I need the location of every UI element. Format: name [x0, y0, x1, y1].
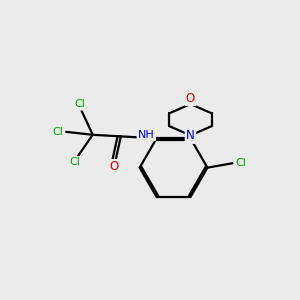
Text: N: N: [186, 130, 195, 142]
Text: Cl: Cl: [52, 127, 63, 137]
Text: Cl: Cl: [235, 158, 246, 168]
Text: NH: NH: [138, 130, 155, 140]
Text: Cl: Cl: [70, 158, 80, 167]
Text: O: O: [109, 160, 119, 173]
Text: O: O: [186, 92, 195, 105]
Text: Cl: Cl: [75, 99, 86, 109]
